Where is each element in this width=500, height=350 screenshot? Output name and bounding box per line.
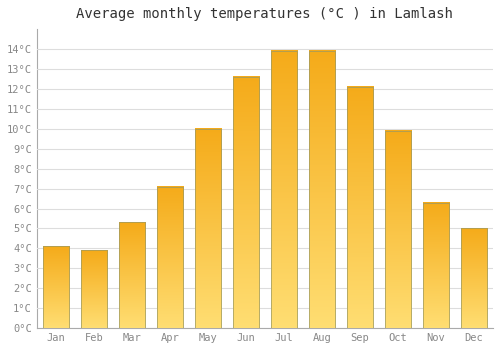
Bar bbox=[42, 246, 69, 328]
Bar bbox=[194, 129, 221, 328]
Bar bbox=[118, 223, 145, 328]
Bar bbox=[308, 51, 336, 328]
Bar bbox=[346, 87, 374, 328]
Bar bbox=[80, 250, 107, 328]
Bar bbox=[384, 131, 411, 328]
Bar bbox=[156, 187, 183, 328]
Bar bbox=[422, 203, 450, 328]
Bar bbox=[270, 51, 297, 328]
Title: Average monthly temperatures (°C ) in Lamlash: Average monthly temperatures (°C ) in La… bbox=[76, 7, 454, 21]
Bar bbox=[460, 229, 487, 328]
Bar bbox=[232, 77, 259, 328]
